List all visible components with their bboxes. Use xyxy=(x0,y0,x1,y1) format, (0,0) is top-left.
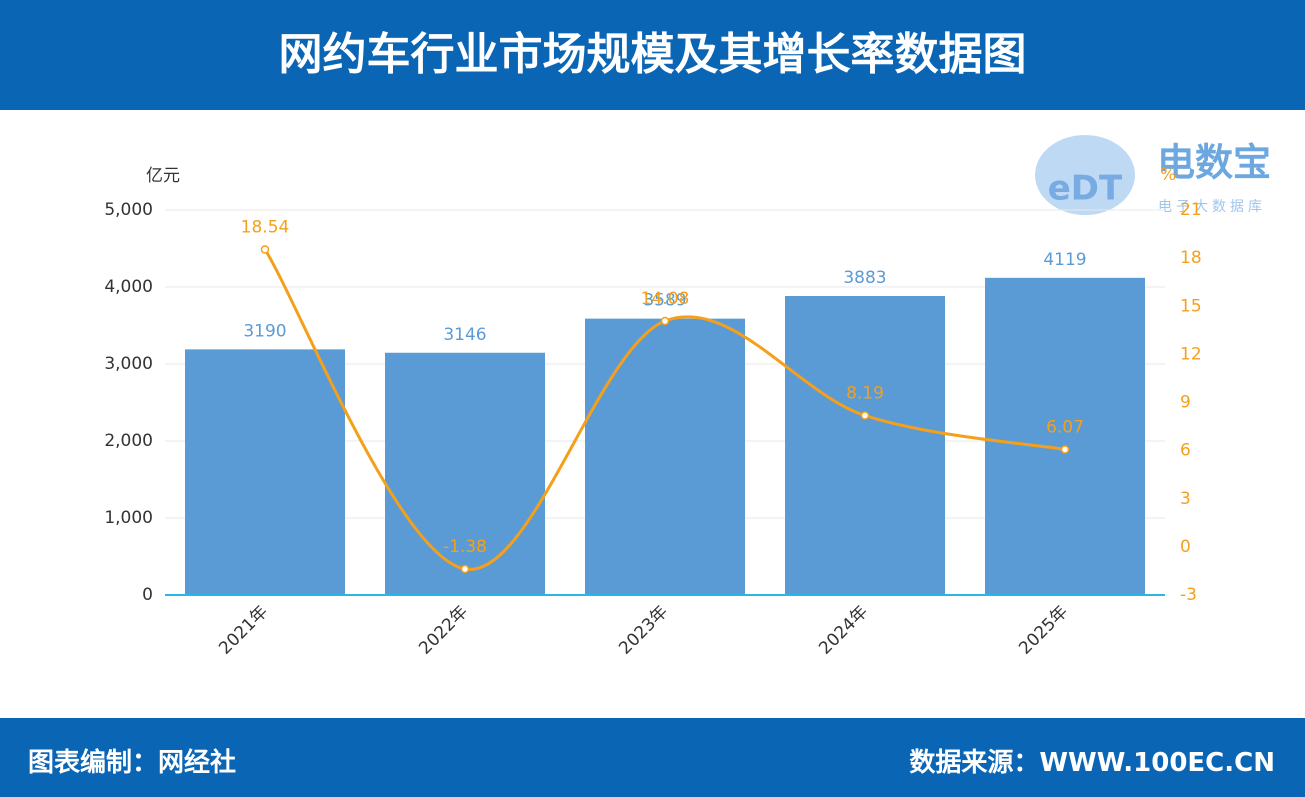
y2-unit: % xyxy=(1160,165,1176,185)
line xyxy=(263,248,1066,571)
y-tick-label: 2,000 xyxy=(104,431,153,451)
x-tick-label: 2024年 xyxy=(815,602,872,659)
y-unit: 亿元 xyxy=(146,166,180,186)
chart: eDT 电数宝 电子大数据库 亿元 % 0 1,000 2,000 3,000 4,00… xyxy=(104,135,1271,659)
footer-right: 数据来源：WWW.100EC.CN xyxy=(909,748,1275,778)
bar xyxy=(785,296,945,595)
logo-mark: eDT xyxy=(1048,169,1123,209)
y2-tick-label: 21 xyxy=(1180,200,1202,220)
line-value-label: 14.08 xyxy=(641,289,690,309)
y-tick-label: 5,000 xyxy=(104,200,153,220)
line-point xyxy=(660,316,670,326)
line-value-label: 8.19 xyxy=(846,383,884,403)
line-point xyxy=(860,411,870,420)
line-value-label: 18.54 xyxy=(241,217,290,237)
bar-value-label: 3190 xyxy=(243,321,286,341)
x-tick-label: 2023年 xyxy=(615,602,672,659)
bar xyxy=(385,352,545,595)
footer-left: 图表编制：网经社 xyxy=(28,748,237,778)
bar-value-label: 4119 xyxy=(1043,250,1086,270)
logo-subtitle: 电子大数据库 xyxy=(1158,199,1266,215)
footer: 图表编制：网经社 数据来源：WWW.100EC.CN xyxy=(0,718,1305,797)
y2-tick-label: -3 xyxy=(1180,585,1197,605)
bar-value-label: 3589 xyxy=(643,291,686,311)
line-value-label: 6.07 xyxy=(1046,418,1084,438)
line-value-label: -1.38 xyxy=(443,537,487,557)
x-tick-label: 2025年 xyxy=(1015,602,1072,659)
x-tick-label: 2022年 xyxy=(415,602,472,659)
y2-tick-label: 6 xyxy=(1180,441,1191,461)
bar xyxy=(185,349,345,595)
y-tick-label: 1,000 xyxy=(104,508,153,528)
bar-value-label: 3146 xyxy=(443,325,486,345)
y2-tick-label: 9 xyxy=(1180,393,1191,413)
y2-tick-label: 12 xyxy=(1180,344,1202,364)
bar xyxy=(985,277,1145,595)
bar-value-label: 3883 xyxy=(843,268,886,288)
y2-tick-label: 18 xyxy=(1180,248,1202,268)
y-tick-label: 0 xyxy=(142,585,153,605)
line-point xyxy=(460,564,470,574)
bar xyxy=(585,318,745,595)
line-point xyxy=(260,245,270,254)
line-point xyxy=(1060,445,1070,454)
logo: eDT 电数宝 电子大数据库 xyxy=(1035,135,1271,215)
logo-cloud xyxy=(1035,135,1135,215)
logo-name: 电数宝 xyxy=(1157,141,1271,185)
x-tick-label: 2021年 xyxy=(215,602,272,659)
y2-tick-label: 3 xyxy=(1180,489,1191,509)
y2-tick-label: 15 xyxy=(1180,296,1202,316)
y-tick-label: 3,000 xyxy=(104,354,153,374)
y2-tick-label: 0 xyxy=(1180,537,1191,557)
header-title: 网约车行业市场规模及其增长率数据图 xyxy=(0,0,1305,110)
y-tick-label: 4,000 xyxy=(104,277,153,297)
